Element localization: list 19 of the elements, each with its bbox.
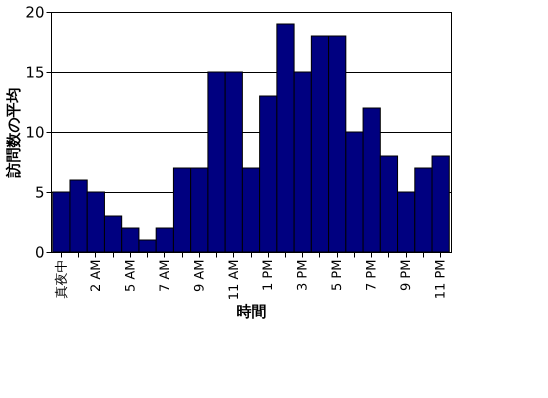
- y-tick-label: 15: [25, 64, 44, 82]
- x-tick-label: 真夜中: [53, 260, 70, 298]
- x-tick-label: 7 PM: [364, 260, 380, 291]
- x-tick-label: 2 AM: [88, 260, 104, 292]
- y-tick-label: 5: [34, 184, 44, 202]
- x-tick-label: 9 PM: [399, 260, 414, 291]
- x-axis-title: 時間: [236, 302, 266, 320]
- x-tick-label: 5 PM: [330, 260, 346, 291]
- x-tick-label: 11 AM: [226, 260, 242, 300]
- x-tick-label: 1 PM: [261, 260, 276, 291]
- y-tick-label: 20: [25, 4, 44, 22]
- y-tick-label: 0: [34, 244, 44, 262]
- x-tick-label: 9 AM: [192, 260, 208, 292]
- x-tick-label: 5 AM: [123, 260, 138, 292]
- x-tick-label: 11 PM: [434, 260, 449, 300]
- y-tick-label: 10: [25, 124, 44, 142]
- x-tick-label: 7 AM: [158, 260, 173, 292]
- x-tick-label: 3 PM: [296, 260, 311, 291]
- y-axis-title: 訪問数の平均: [4, 88, 22, 178]
